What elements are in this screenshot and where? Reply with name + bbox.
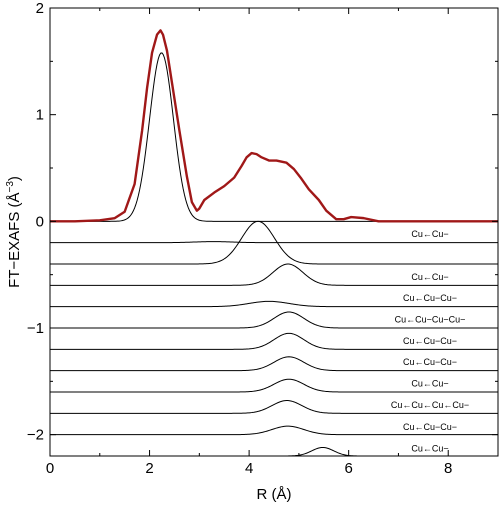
y-tick-label-0: 2	[36, 0, 44, 17]
path-label-7: Cu←Cu−Cu−	[403, 357, 457, 367]
y-axis-label-main: FT−EXAFS (Å	[6, 192, 23, 287]
path-label-9: Cu←Cu←Cu←Cu−	[391, 400, 469, 410]
path-curve-7	[50, 356, 498, 372]
y-tick-label-3: −1	[27, 320, 44, 337]
path-label-4: Cu←Cu−Cu−	[403, 293, 457, 303]
y-axis-label-exponent: −3	[5, 181, 16, 193]
plot-frame	[49, 7, 499, 457]
path-curve-3	[50, 263, 498, 286]
y-tick-label-4: −2	[27, 427, 44, 444]
path-curve-4	[50, 300, 498, 308]
path-curves	[50, 52, 498, 456]
y-axis-label-close: )	[6, 176, 23, 181]
path-curve-9	[50, 400, 498, 414]
path-curve-2	[50, 220, 498, 265]
path-label-6: Cu←Cu−Cu−	[403, 336, 457, 346]
total-ft-curve	[50, 29, 498, 223]
path-label-5: Cu←Cu−Cu−Cu−	[395, 314, 466, 324]
y-axis-label: FT−EXAFS (Å−3)	[5, 176, 23, 288]
path-curve-6	[50, 332, 498, 350]
x-tick-label-1: 2	[145, 460, 153, 477]
x-axis-label: R (Å)	[257, 486, 292, 503]
x-tick-label-2: 4	[245, 460, 253, 477]
path-curve-8	[50, 378, 498, 393]
path-label-10: Cu←Cu−Cu−	[403, 422, 457, 432]
path-labels: Cu←Cu−Cu←Cu−Cu←Cu−Cu−Cu←Cu−Cu−Cu−Cu←Cu−C…	[391, 229, 469, 453]
x-tick-label-0: 0	[46, 460, 54, 477]
path-label-8: Cu←Cu−	[411, 378, 448, 388]
path-curve-0	[50, 52, 498, 222]
axis-ticks: 0 2 4 6 8 2 1 0 −1 −2	[27, 0, 498, 477]
y-tick-label-1: 1	[36, 107, 44, 124]
path-curve-1	[50, 241, 498, 244]
path-label-1: Cu←Cu−	[411, 229, 448, 239]
path-curve-5	[50, 311, 498, 329]
path-label-3: Cu←Cu−	[411, 272, 448, 282]
path-curve-10	[50, 425, 498, 436]
total-curve-layer	[50, 29, 498, 223]
y-tick-label-2: 0	[36, 213, 44, 230]
path-label-11: Cu←Cu−	[411, 444, 448, 454]
x-tick-label-3: 6	[344, 460, 352, 477]
x-tick-label-4: 8	[444, 460, 452, 477]
